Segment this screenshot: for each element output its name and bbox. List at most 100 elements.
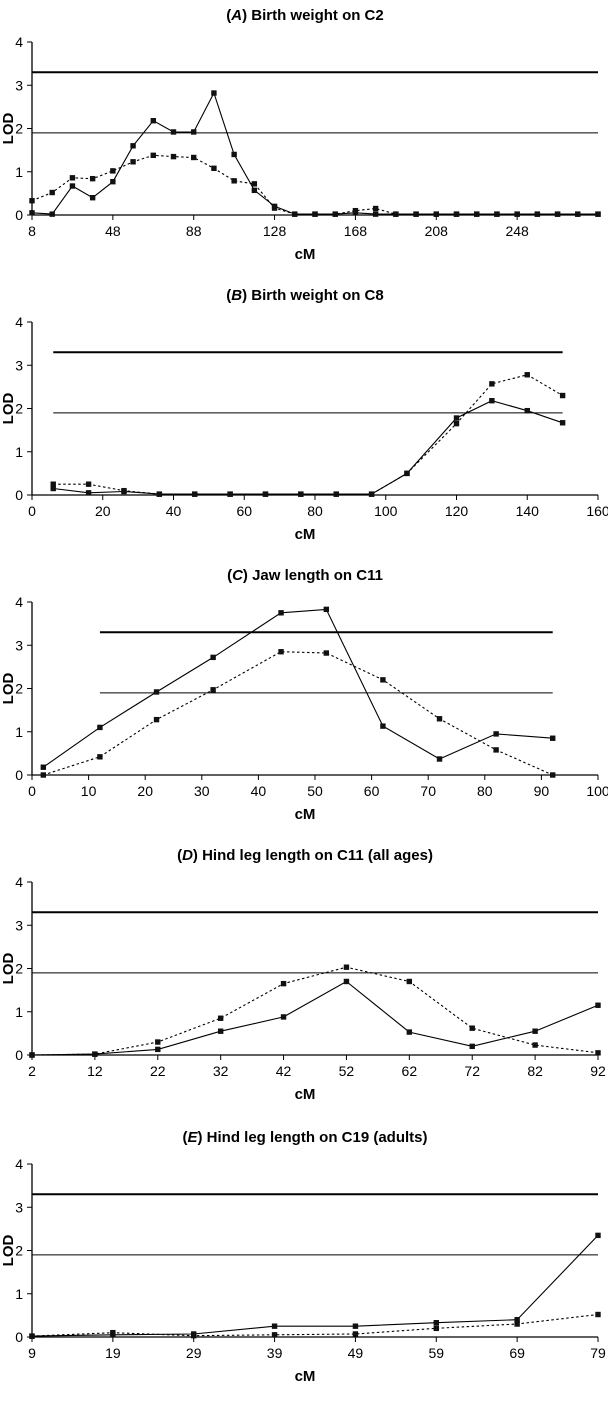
data-point-dotted: [231, 178, 237, 184]
title-prefix: (: [227, 567, 232, 584]
chart-title-d: (D) Hind leg length on C11 (all ages): [177, 847, 433, 864]
x-axis-label-b: cM: [295, 526, 316, 543]
x-tick-label: 10: [81, 783, 97, 799]
panel-e: (E) Hind leg length on C19 (adults) 0 1 2 3 4…: [0, 1122, 608, 1402]
data-point-solid: [191, 129, 197, 135]
x-tick-label: 79: [590, 1345, 606, 1361]
data-point-dotted: [332, 211, 338, 217]
series-line-solid-e: [31, 1235, 599, 1337]
data-point-solid: [251, 187, 258, 194]
y-tick-label: 2: [15, 681, 23, 697]
x-tick-label: 248: [505, 223, 529, 239]
x-tick-label: 72: [464, 1063, 480, 1079]
data-point-dotted: [532, 1042, 538, 1048]
data-point-dotted: [50, 481, 56, 487]
y-tick-label: 3: [15, 917, 23, 933]
x-tick-label: 0: [28, 503, 36, 519]
title-letter: D: [182, 847, 193, 864]
y-tick-label: 4: [15, 1156, 23, 1172]
x-axis-label-a: cM: [295, 246, 316, 263]
x-tick-label: 70: [420, 783, 436, 799]
data-point-solid: [469, 1043, 475, 1050]
data-point-solid: [532, 1028, 538, 1034]
title-prefix: (: [182, 1129, 187, 1146]
data-point-dotted: [413, 211, 419, 217]
y-axis-label-d: LOD: [0, 953, 17, 985]
panel-c: (C) Jaw length on C11 0 1 2 3 4 0 10 20 30 40 50 60 7…: [0, 560, 608, 830]
data-point-solid: [211, 90, 217, 96]
data-point-dotted: [559, 392, 566, 399]
title-text: ) Birth weight on C8: [242, 287, 384, 304]
x-tick-label: 59: [428, 1345, 444, 1361]
y-tick-label: 1: [15, 724, 23, 740]
data-point-solid: [85, 490, 92, 496]
x-tick-label: 40: [166, 503, 182, 519]
y-tick-label: 4: [15, 594, 23, 610]
data-point-dotted: [155, 1039, 161, 1045]
data-point-dotted: [40, 772, 47, 778]
data-point-dotted: [595, 1311, 601, 1318]
title-prefix: (: [177, 847, 182, 864]
data-point-solid: [352, 1323, 359, 1329]
series-line-solid-a: [31, 91, 598, 215]
y-tick-label: 3: [15, 357, 23, 373]
x-tick-label: 48: [105, 223, 121, 239]
data-point-dotted: [210, 687, 216, 693]
data-point-solid: [49, 211, 55, 217]
data-point-solid: [97, 724, 103, 731]
data-point-dotted: [514, 211, 520, 217]
data-point-dotted: [280, 980, 287, 987]
y-tick-label: 0: [15, 1329, 23, 1345]
data-point-dotted: [97, 754, 103, 760]
data-point-solid: [153, 689, 160, 695]
data-point-dotted: [343, 964, 350, 970]
x-tick-label: 30: [194, 783, 210, 799]
data-point-dotted: [85, 481, 92, 487]
title-prefix: (: [226, 287, 231, 304]
series-line-dotted-a: [31, 154, 598, 215]
data-point-dotted: [278, 649, 284, 655]
data-point-solid: [210, 654, 216, 661]
data-point-dotted: [436, 716, 443, 722]
y-tick-label: 2: [15, 1243, 23, 1259]
data-point-solid: [155, 1046, 161, 1053]
data-point-dotted: [575, 211, 581, 217]
data-point-dotted: [433, 211, 439, 217]
x-axis-label-d: cM: [295, 1086, 316, 1103]
x-tick-label: 140: [516, 503, 540, 519]
x-tick-label: 19: [105, 1345, 121, 1361]
series-line-dotted-e: [31, 1313, 599, 1337]
x-tick-label: 88: [186, 223, 202, 239]
x-tick-label: 120: [445, 503, 469, 519]
series-line-solid-c: [42, 608, 553, 768]
data-point-dotted: [292, 211, 298, 217]
data-point-dotted: [211, 165, 217, 171]
x-tick-label: 39: [267, 1345, 283, 1361]
y-tick-label: 3: [15, 1199, 23, 1215]
data-point-dotted: [323, 650, 330, 656]
data-point-dotted: [262, 491, 269, 497]
data-point-solid: [271, 1323, 278, 1329]
x-tick-label: 20: [95, 503, 111, 519]
data-point-dotted: [29, 1333, 35, 1339]
title-text: ) Hind leg length on C11 (all ages): [193, 847, 433, 864]
y-tick-label: 0: [15, 207, 23, 223]
x-tick-label: 9: [28, 1345, 36, 1361]
x-tick-label: 60: [236, 503, 252, 519]
x-tick-label: 2: [28, 1063, 36, 1079]
data-point-solid: [595, 1002, 601, 1008]
x-tick-label: 62: [402, 1063, 418, 1079]
data-point-dotted: [170, 153, 177, 160]
data-point-dotted: [595, 211, 601, 217]
data-point-dotted: [469, 1025, 475, 1031]
x-tick-label: 50: [307, 783, 323, 799]
data-point-dotted: [453, 211, 460, 217]
x-tick-label: 69: [509, 1345, 525, 1361]
data-point-dotted: [514, 1321, 520, 1327]
x-tick-label: 22: [150, 1063, 166, 1079]
x-tick-label: 20: [137, 783, 153, 799]
data-point-solid: [372, 211, 379, 217]
data-point-solid: [493, 731, 499, 737]
data-point-dotted: [433, 1325, 439, 1332]
